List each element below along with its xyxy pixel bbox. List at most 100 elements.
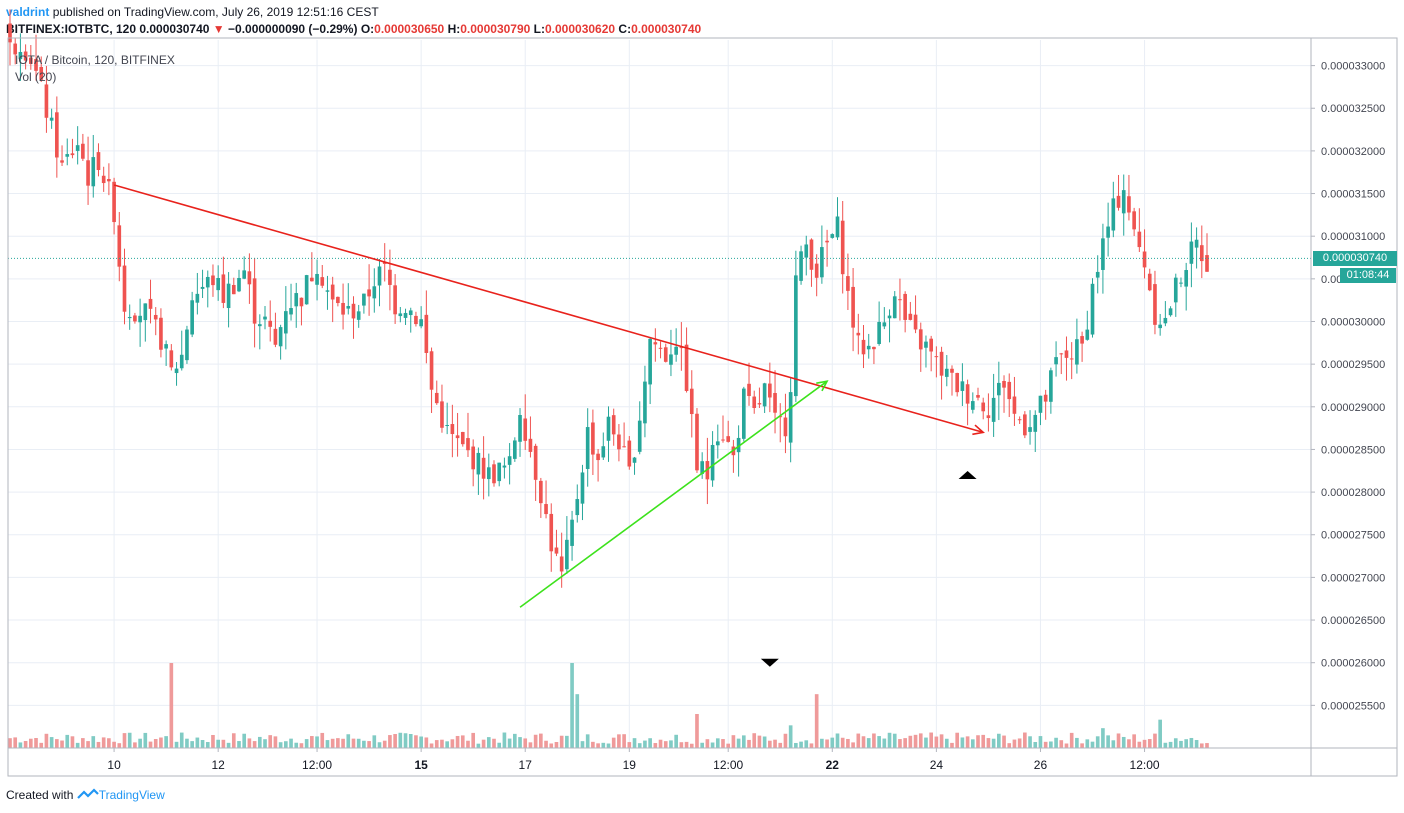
volume-bar (1127, 739, 1131, 748)
candle-body (726, 436, 731, 442)
volume-bar (528, 742, 533, 748)
candle-body (362, 293, 366, 306)
candle-body (356, 311, 361, 320)
candle-body (18, 51, 23, 60)
candle-body (1147, 273, 1152, 291)
candle-body (153, 314, 158, 320)
candle-body (122, 265, 127, 312)
high-value: 0.000030790 (460, 22, 531, 36)
volume-bar (174, 741, 179, 748)
volume-bar (1049, 741, 1053, 748)
volume-bar (997, 733, 1001, 748)
candle-body (585, 427, 590, 469)
volume-legend[interactable]: Vol (20) (15, 70, 57, 84)
volume-bar (705, 739, 710, 748)
candle-body (179, 354, 184, 369)
red-trendline (113, 184, 984, 434)
candle-body (1116, 195, 1121, 208)
price-tick-label: 0.000028000 (1321, 487, 1385, 499)
volume-bar (809, 743, 814, 748)
volume-bar (710, 742, 715, 748)
volume-bar (960, 737, 965, 748)
candle-body (1106, 226, 1110, 238)
last-price: 0.000030740 (139, 22, 210, 36)
volume-bar (872, 733, 876, 748)
time-tick-label: 24 (930, 758, 944, 772)
countdown-label: 01:08:44 (1340, 268, 1396, 284)
time-tick-label: 26 (1034, 758, 1048, 772)
volume-bar (1033, 742, 1038, 748)
candle-body (939, 351, 944, 376)
candle-body (918, 329, 923, 350)
candle-body (273, 328, 278, 345)
volume-bar (1199, 743, 1204, 748)
price-tick-label: 0.000028500 (1321, 444, 1385, 456)
volume-bars (8, 663, 1209, 748)
candle-body (507, 456, 512, 465)
time-tick-label: 17 (519, 758, 533, 772)
volume-bar (877, 736, 881, 748)
candle-body (127, 316, 132, 319)
volume-bar (913, 734, 918, 748)
volume-bar (559, 735, 564, 748)
volume-bar (336, 738, 340, 748)
volume-bar (440, 739, 444, 748)
volume-bar (310, 736, 314, 748)
volume-bar (263, 739, 267, 748)
volume-bar (1012, 739, 1017, 748)
author-name[interactable]: valdrint (6, 5, 50, 19)
volume-bar (575, 694, 580, 748)
candle-body (721, 439, 725, 441)
volume-bar (117, 743, 122, 748)
volume-bar (393, 734, 397, 748)
price-tick-label: 0.000030000 (1321, 316, 1385, 328)
time-tick-label: 12 (211, 758, 225, 772)
candle-body (117, 225, 122, 267)
volume-bar (991, 738, 996, 748)
candle-body (185, 329, 189, 361)
tradingview-logo-icon[interactable] (76, 788, 99, 803)
candle-body (1064, 350, 1069, 358)
price-tick-label: 0.000025500 (1321, 700, 1385, 712)
volume-bar (112, 741, 116, 748)
candle-body (450, 424, 455, 435)
volume-bar (518, 737, 522, 748)
symbol-line: BITFINEX:IOTBTC, 120 0.000030740 ▼ −0.00… (6, 22, 701, 36)
series-legend[interactable]: IOTA / Bitcoin, 120, BITFINEX (15, 53, 175, 67)
volume-bar (237, 741, 241, 748)
volume-bar (476, 743, 481, 748)
candle-body (559, 556, 564, 572)
volume-bar (23, 740, 28, 748)
candle-body (81, 143, 85, 159)
candle-body (55, 112, 59, 158)
candle-body (112, 181, 116, 223)
volume-bar (481, 739, 486, 748)
volume-bar (950, 742, 954, 748)
candle-body (403, 312, 408, 318)
candle-body (1132, 211, 1136, 230)
candle-body (611, 415, 616, 435)
candle-body (929, 338, 933, 352)
price-tick-label: 0.000026000 (1321, 658, 1385, 670)
candle-body (747, 383, 751, 397)
volume-bar (486, 737, 491, 748)
volume-bar (382, 740, 387, 748)
candle-body (424, 314, 429, 353)
volume-bar (726, 743, 731, 748)
candle-body (1090, 283, 1095, 335)
publish-line: valdrint published on TradingView.com, J… (6, 5, 379, 19)
candlesticks (8, 9, 1209, 588)
volume-bar (533, 734, 538, 748)
volume-bar (8, 738, 12, 748)
time-tick-label: 15 (414, 758, 428, 772)
volume-bar (1132, 734, 1136, 748)
candle-body (658, 347, 663, 349)
volume-bar (195, 737, 200, 748)
volume-bar (242, 733, 247, 748)
candle-body (1043, 394, 1048, 402)
volume-bar (539, 733, 543, 748)
volume-bar (643, 740, 647, 748)
tradingview-brand[interactable]: TradingView (98, 788, 165, 802)
candle-body (903, 293, 907, 320)
